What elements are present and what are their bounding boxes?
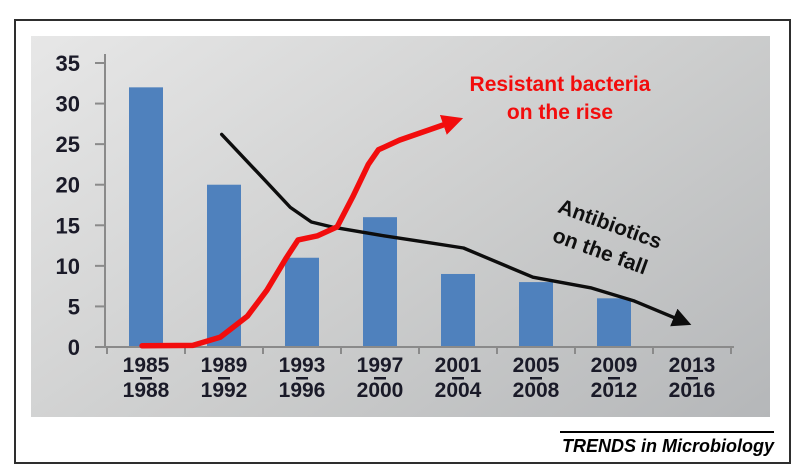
x-label-dash (296, 377, 308, 380)
x-label-year-to: 2012 (591, 379, 638, 402)
x-label-year-to: 2000 (357, 379, 404, 402)
trend-line-antibiotics (219, 132, 692, 327)
axes (95, 54, 734, 354)
chart-panel: 35 30 25 20 15 10 5 0 1985 1988 1989 1992 1993 1996 19… (31, 36, 770, 417)
x-label-dash (374, 377, 386, 380)
annotation-resistant-line1: Resistant bacteria (469, 73, 651, 96)
bar (207, 184, 241, 347)
bar (519, 282, 553, 347)
y-tick-label: 20 (56, 173, 80, 198)
y-tick-label: 10 (56, 254, 80, 279)
annotation-resistant-line2: on the rise (506, 101, 614, 124)
bar (285, 257, 319, 347)
x-label-year-to: 1996 (279, 379, 326, 402)
x-label-year-to: 1988 (123, 379, 170, 402)
y-tick-label: 15 (56, 213, 80, 238)
x-label-dash (452, 377, 464, 380)
y-tick-label: 30 (56, 92, 80, 117)
x-label-year-from: 2005 (513, 354, 560, 377)
y-tick-label: 0 (68, 335, 80, 360)
x-label-year-to: 2016 (669, 379, 716, 402)
x-label-year-to: 1992 (201, 379, 248, 402)
y-tick-labels: 35 30 25 20 15 10 5 0 (56, 51, 80, 360)
x-label-year-from: 1997 (357, 354, 404, 377)
y-tick-label: 35 (56, 51, 80, 76)
bars (129, 87, 631, 347)
bar (129, 87, 163, 347)
journal-credit: TRENDS in Microbiology (560, 431, 774, 457)
x-label-year-from: 2009 (591, 354, 638, 377)
y-tick-label: 25 (56, 132, 80, 157)
bar (363, 217, 397, 347)
x-label-dash (608, 377, 620, 380)
x-label-year-from: 2001 (435, 354, 482, 377)
x-label-dash (686, 377, 698, 380)
x-label-year-to: 2008 (513, 379, 560, 402)
bar (441, 273, 475, 347)
x-label-dash (530, 377, 542, 380)
y-tick-label: 5 (68, 294, 80, 319)
trend-line-resistant (139, 115, 464, 349)
bar-line-chart: 3530252015105019851988198919921993199619… (56, 51, 734, 402)
x-label-year-to: 2004 (435, 379, 482, 402)
annotation-resistant-bacteria: Resistant bacteria on the rise (440, 71, 680, 127)
x-label-dash (218, 377, 230, 380)
x-label-year-from: 2013 (669, 354, 716, 377)
x-label-year-from: 1985 (123, 354, 170, 377)
bar (597, 298, 631, 347)
x-label-year-from: 1993 (279, 354, 326, 377)
x-label-year-from: 1989 (201, 354, 248, 377)
x-label-dash (140, 377, 152, 380)
